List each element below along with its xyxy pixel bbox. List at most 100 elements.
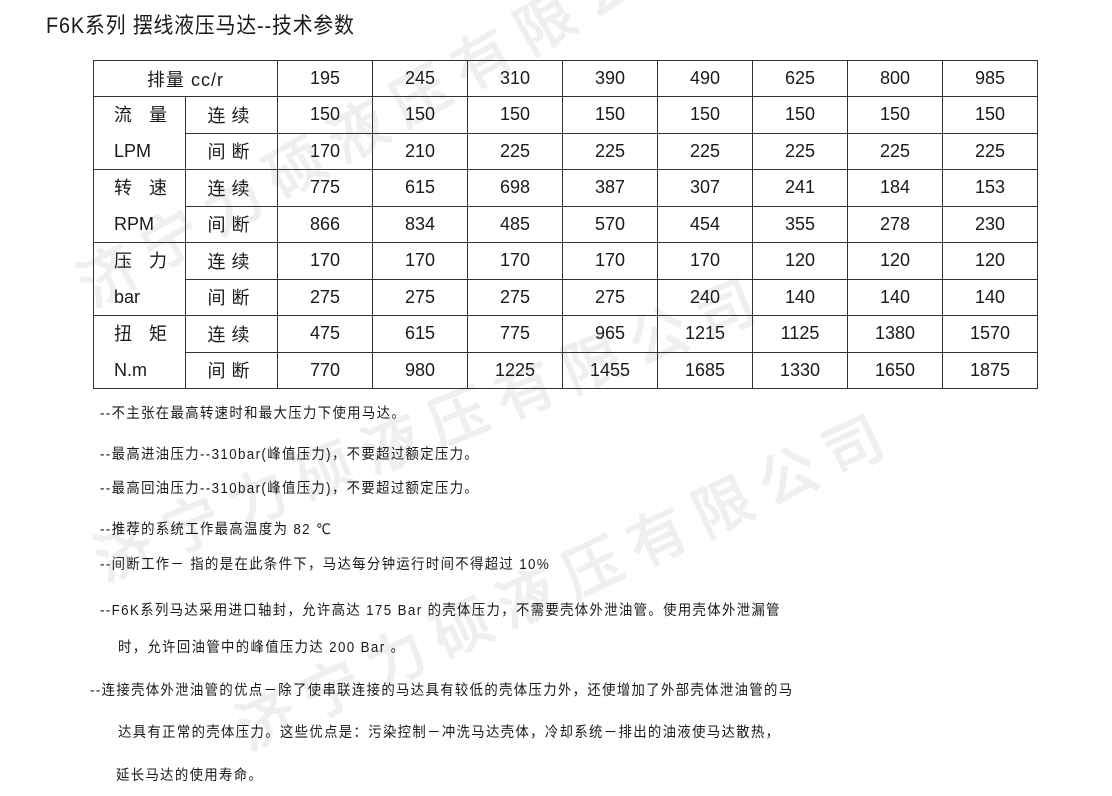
table-row: 间断 866 834 485 570 454 355 278 230 bbox=[94, 205, 1038, 243]
value-cell: 230 bbox=[942, 205, 1038, 243]
value-cell: 275 bbox=[372, 278, 468, 316]
value-cell: 150 bbox=[847, 96, 943, 134]
value-cell: 615 bbox=[372, 169, 468, 207]
value-cell: 184 bbox=[847, 169, 943, 207]
value-cell: 120 bbox=[752, 242, 848, 280]
value-cell: 307 bbox=[657, 169, 753, 207]
displacement-cell: 245 bbox=[372, 60, 468, 97]
group-label: 转 速 bbox=[114, 178, 174, 198]
value-cell: 775 bbox=[277, 169, 373, 207]
value-cell: 965 bbox=[562, 315, 658, 353]
displacement-cell: 985 bbox=[942, 60, 1038, 97]
note-line: --间断工作－ 指的是在此条件下，马达每分钟运行时间不得超过 10% bbox=[100, 557, 551, 573]
value-cell: 1650 bbox=[847, 351, 943, 389]
value-cell: 475 bbox=[277, 315, 373, 353]
value-cell: 150 bbox=[562, 96, 658, 134]
value-cell: 1225 bbox=[467, 351, 563, 389]
displacement-header: 排量 cc/r bbox=[93, 60, 278, 97]
value-cell: 140 bbox=[847, 278, 943, 316]
value-cell: 225 bbox=[752, 132, 848, 170]
table-row: 转 速 RPM 连续 775 615 698 387 307 241 184 153 bbox=[93, 169, 1038, 243]
value-cell: 275 bbox=[467, 278, 563, 316]
value-cell: 120 bbox=[847, 242, 943, 280]
value-cell: 1330 bbox=[752, 351, 848, 389]
row-type: 间断 bbox=[185, 132, 278, 170]
value-cell: 980 bbox=[372, 351, 468, 389]
page-title: F6K系列 摆线液压马达--技术参数 bbox=[46, 13, 355, 38]
value-cell: 485 bbox=[467, 205, 563, 243]
note-line: --最高回油压力--310bar(峰值压力)，不要超过额定压力。 bbox=[100, 481, 480, 497]
spec-table: 排量 cc/r 195 245 310 390 490 625 800 985 流 量 LPM 连续 1… bbox=[93, 60, 1038, 389]
table-row: 间断 275 275 275 275 240 140 140 140 bbox=[94, 278, 1038, 316]
group-label-cell: 流 量 LPM bbox=[93, 96, 186, 170]
value-cell: 278 bbox=[847, 205, 943, 243]
row-type: 连续 bbox=[185, 169, 278, 207]
value-cell: 1570 bbox=[942, 315, 1038, 353]
value-cell: 454 bbox=[657, 205, 753, 243]
note-line: --推荐的系统工作最高温度为 82 ℃ bbox=[100, 522, 333, 538]
value-cell: 834 bbox=[372, 205, 468, 243]
displacement-cell: 390 bbox=[562, 60, 658, 97]
row-type: 连续 bbox=[185, 315, 278, 353]
value-cell: 150 bbox=[752, 96, 848, 134]
row-type: 间断 bbox=[185, 351, 278, 389]
note-line: --F6K系列马达采用进口轴封，允许高达 175 Bar 的壳体压力，不需要壳体… bbox=[100, 603, 781, 619]
group-unit: LPM bbox=[114, 141, 152, 161]
value-cell: 170 bbox=[277, 242, 373, 280]
value-cell: 770 bbox=[277, 351, 373, 389]
table-row: 扭 矩 N.m 连续 475 615 775 965 1215 1125 1380 1570 bbox=[93, 315, 1038, 389]
value-cell: 140 bbox=[752, 278, 848, 316]
value-cell: 170 bbox=[657, 242, 753, 280]
value-cell: 275 bbox=[277, 278, 373, 316]
table-row: 间断 770 980 1225 1455 1685 1330 1650 1875 bbox=[94, 351, 1038, 389]
table-row: 间断 170 210 225 225 225 225 225 225 bbox=[94, 132, 1038, 170]
value-cell: 775 bbox=[467, 315, 563, 353]
value-cell: 150 bbox=[467, 96, 563, 134]
note-line: 时，允许回油管中的峰值压力达 200 Bar 。 bbox=[118, 640, 406, 656]
note-line: 延长马达的使用寿命。 bbox=[116, 768, 264, 784]
value-cell: 1380 bbox=[847, 315, 943, 353]
group-label: 扭 矩 bbox=[114, 324, 174, 344]
value-cell: 1455 bbox=[562, 351, 658, 389]
note-line: 达具有正常的壳体压力。这些优点是：污染控制－冲洗马达壳体，冷却系统－排出的油液使… bbox=[118, 725, 781, 741]
displacement-cell: 800 bbox=[847, 60, 943, 97]
value-cell: 355 bbox=[752, 205, 848, 243]
table-row: 压 力 bar 连续 170 170 170 170 170 120 120 120 bbox=[93, 242, 1038, 316]
value-cell: 615 bbox=[372, 315, 468, 353]
row-type: 连续 bbox=[185, 242, 278, 280]
value-cell: 120 bbox=[942, 242, 1038, 280]
value-cell: 698 bbox=[467, 169, 563, 207]
note-line: --连接壳体外泄油管的优点－除了使串联连接的马达具有较低的壳体压力外，还使增加了… bbox=[90, 683, 794, 699]
group-label-cell: 压 力 bar bbox=[93, 242, 186, 316]
group-unit: RPM bbox=[114, 214, 154, 234]
value-cell: 1875 bbox=[942, 351, 1038, 389]
value-cell: 170 bbox=[277, 132, 373, 170]
value-cell: 153 bbox=[942, 169, 1038, 207]
value-cell: 150 bbox=[942, 96, 1038, 134]
note-line: --不主张在最高转速时和最大压力下使用马达。 bbox=[100, 406, 407, 422]
note-line: --最高进油压力--310bar(峰值压力)，不要超过额定压力。 bbox=[100, 447, 480, 463]
value-cell: 225 bbox=[847, 132, 943, 170]
group-unit: N.m bbox=[114, 360, 147, 380]
table-row: 流 量 LPM 连续 150 150 150 150 150 150 150 150 bbox=[93, 96, 1038, 170]
displacement-cell: 490 bbox=[657, 60, 753, 97]
displacement-cell: 625 bbox=[752, 60, 848, 97]
value-cell: 225 bbox=[467, 132, 563, 170]
value-cell: 170 bbox=[467, 242, 563, 280]
group-unit: bar bbox=[114, 287, 141, 307]
value-cell: 225 bbox=[942, 132, 1038, 170]
value-cell: 1685 bbox=[657, 351, 753, 389]
value-cell: 150 bbox=[277, 96, 373, 134]
row-type: 连续 bbox=[185, 96, 278, 134]
value-cell: 570 bbox=[562, 205, 658, 243]
value-cell: 225 bbox=[657, 132, 753, 170]
value-cell: 225 bbox=[562, 132, 658, 170]
value-cell: 240 bbox=[657, 278, 753, 316]
displacement-cell: 195 bbox=[277, 60, 373, 97]
group-label: 流 量 bbox=[114, 105, 174, 125]
value-cell: 275 bbox=[562, 278, 658, 316]
group-label: 压 力 bbox=[114, 251, 174, 271]
value-cell: 241 bbox=[752, 169, 848, 207]
row-type: 间断 bbox=[185, 278, 278, 316]
value-cell: 387 bbox=[562, 169, 658, 207]
